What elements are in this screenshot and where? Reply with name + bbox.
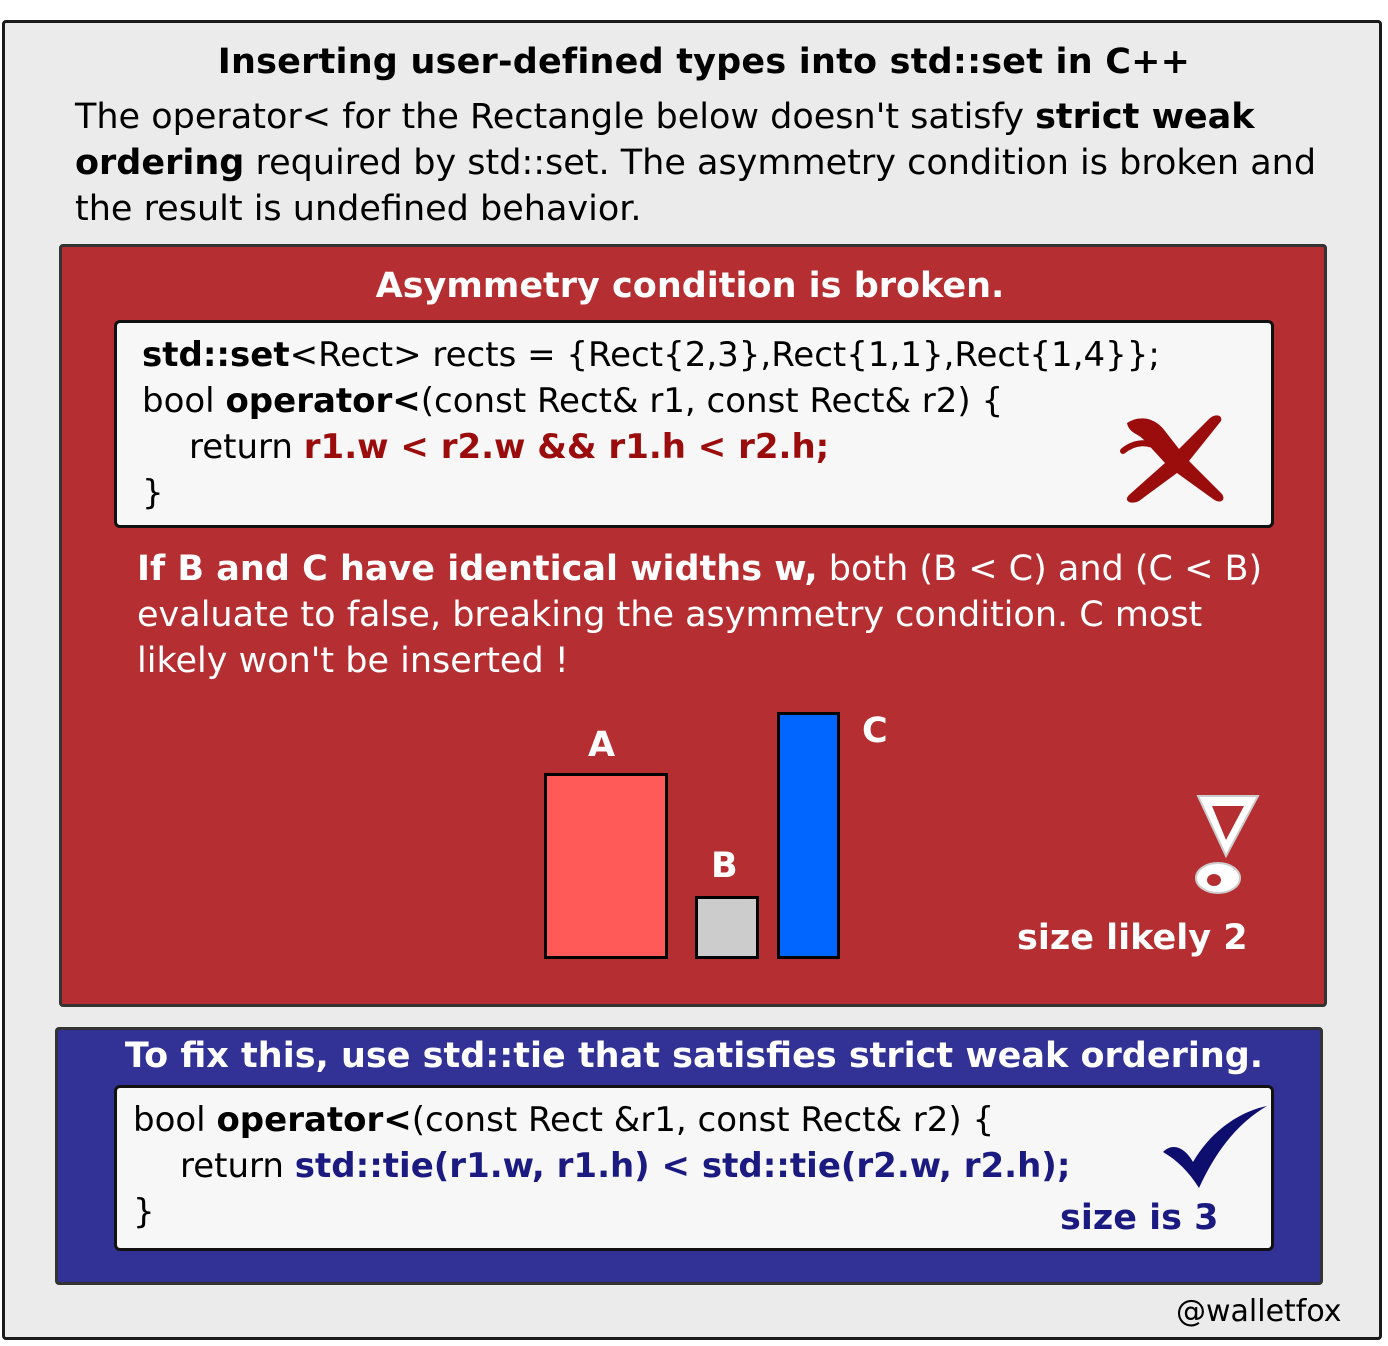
tie-comparison-expression: std::tie(r1.w, r1.h) < std::tie(r2.w, r2…	[294, 1146, 1071, 1186]
author-credit: @walletfox	[1176, 1294, 1342, 1329]
page-title: Inserting user-defined types into std::s…	[217, 42, 1191, 82]
code-line-1: std::set<Rect> rects = {Rect{2,3},Rect{1…	[142, 335, 1160, 375]
size-likely-label: size likely 2	[1017, 918, 1248, 958]
code-keyword: operator<	[216, 1100, 412, 1140]
intro-text-1: The operator< for the Rectangle below do…	[75, 97, 1036, 137]
fixed-code-box: bool operator<(const Rect &r1, const Rec…	[114, 1085, 1274, 1251]
rect-c	[777, 712, 840, 959]
code-keyword: operator<	[225, 381, 421, 421]
rect-a	[544, 773, 668, 959]
rect-a-label: A	[588, 725, 616, 765]
code-line-4: }	[142, 473, 164, 513]
code-keyword: std::set	[142, 335, 290, 375]
code-line-3: return r1.w < r2.w && r1.h < r2.h;	[189, 427, 829, 467]
broken-comparison-expression: r1.w < r2.w && r1.h < r2.h;	[303, 427, 830, 467]
checkmark-icon	[1163, 1106, 1267, 1188]
size-is-label: size is 3	[1060, 1198, 1219, 1238]
code-line-1: bool operator<(const Rect &r1, const Rec…	[133, 1100, 994, 1140]
exclamation-icon	[1195, 795, 1260, 894]
rect-c-label: C	[862, 711, 888, 751]
code-text: (const Rect& r1, const Rect& r2) {	[420, 381, 1004, 421]
rect-b-label: B	[711, 846, 738, 886]
explanation-text: both (B < C) and (C < B) evaluate to fal…	[137, 549, 1263, 681]
code-text: return	[189, 427, 304, 467]
code-text: bool	[133, 1100, 217, 1140]
code-text: (const Rect &r1, const Rect& r2) {	[411, 1100, 995, 1140]
fix-panel-heading: To fix this, use std::tie that satisfies…	[124, 1036, 1264, 1076]
code-text: <Rect> rects = {Rect{2,3},Rect{1,1},Rect…	[289, 335, 1160, 375]
explanation-paragraph: If B and C have identical widths w, both…	[137, 546, 1267, 684]
broken-panel-heading: Asymmetry condition is broken.	[375, 266, 1005, 306]
intro-text-2: required by std::set. The asymmetry cond…	[75, 143, 1317, 229]
explanation-bold: If B and C have identical widths w,	[137, 549, 818, 589]
code-line-2: return std::tie(r1.w, r1.h) < std::tie(r…	[180, 1146, 1070, 1186]
intro-paragraph: The operator< for the Rectangle below do…	[75, 94, 1345, 232]
intro-bold-term: strict weak ordering	[75, 97, 1255, 183]
rect-b	[695, 896, 759, 959]
code-line-2: bool operator<(const Rect& r1, const Rec…	[142, 381, 1003, 421]
code-text: return	[180, 1146, 295, 1186]
code-line-3: }	[133, 1192, 155, 1232]
cross-icon	[1120, 415, 1224, 503]
code-text: bool	[142, 381, 226, 421]
broken-code-box: std::set<Rect> rects = {Rect{2,3},Rect{1…	[114, 320, 1274, 528]
